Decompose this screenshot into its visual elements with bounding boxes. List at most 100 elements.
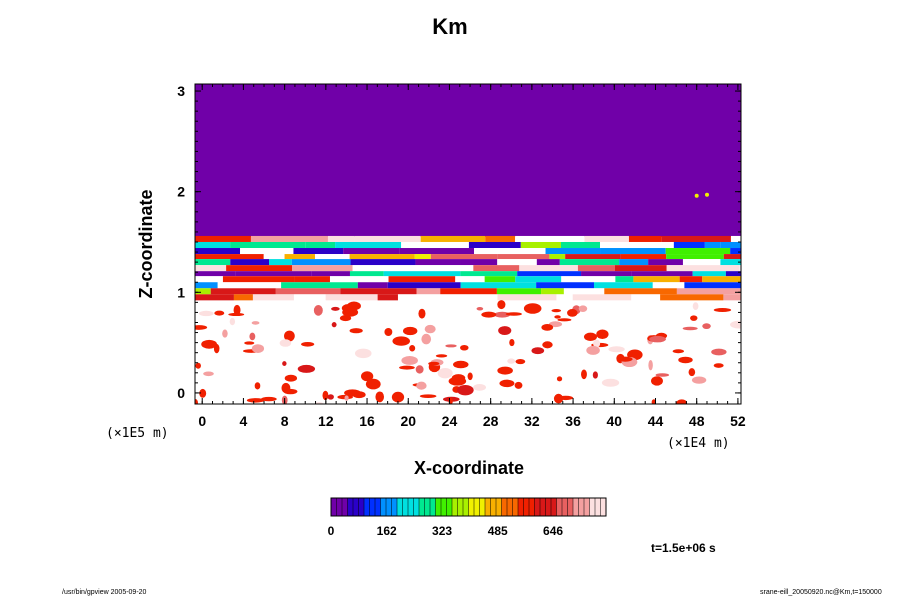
blob (556, 376, 563, 382)
blob (401, 356, 418, 365)
blob (460, 344, 469, 351)
band-segment (631, 294, 661, 301)
blob (497, 300, 506, 310)
blob (339, 315, 352, 322)
band-segment (383, 271, 461, 277)
band-segment (354, 235, 421, 242)
blob (554, 315, 561, 319)
band-segment (473, 265, 520, 272)
band-segment (497, 259, 537, 266)
colorbar-cell (446, 498, 453, 516)
colorbar-cell (463, 498, 469, 516)
blob (730, 320, 741, 329)
x-tick-label: 16 (359, 413, 375, 429)
blob (505, 312, 522, 316)
blob (399, 365, 415, 370)
blob (593, 339, 601, 348)
band-segment (195, 254, 264, 260)
blob (391, 391, 405, 403)
colorbar-cell (518, 498, 524, 516)
band-segment (315, 254, 350, 260)
footer-right: srane-eill_20050920.nc@Km,t=150000 (760, 589, 882, 596)
band-segment (349, 271, 384, 277)
band-segment (517, 271, 582, 277)
band-segment (419, 294, 453, 301)
x-tick-label: 0 (198, 413, 206, 429)
blob (713, 363, 724, 368)
blob (421, 333, 432, 345)
colorbar-cell (556, 498, 563, 516)
blob (331, 322, 337, 328)
blob (201, 339, 218, 349)
band-segment (217, 282, 282, 289)
band-segment (584, 235, 629, 242)
band-segment (730, 235, 741, 242)
colorbar-cell (562, 498, 568, 516)
band-segment (293, 294, 326, 301)
blob (246, 398, 265, 403)
band-segment (252, 294, 294, 301)
band-segment (692, 271, 726, 277)
band-segment (460, 271, 518, 277)
blob (711, 348, 727, 356)
band-segment (329, 276, 389, 283)
blob (331, 306, 340, 311)
band-segment (350, 259, 416, 266)
band-segment (195, 248, 241, 255)
band-segment (325, 294, 378, 301)
blob (713, 308, 732, 313)
blob (283, 388, 298, 395)
band-segment (615, 276, 634, 283)
blob (341, 304, 354, 313)
band-segment (210, 288, 276, 295)
colorbar-cell (523, 498, 530, 516)
band-segment (666, 254, 724, 260)
band-segment (577, 265, 615, 272)
blob (260, 396, 277, 402)
band-segment (673, 241, 705, 249)
colorbar-cell (331, 498, 337, 516)
band-segment (226, 265, 293, 272)
blob (195, 398, 198, 404)
band-segment (335, 241, 402, 249)
blob (553, 393, 564, 404)
blob (229, 317, 236, 326)
band-segment (723, 294, 741, 301)
colorbar-cell (529, 498, 535, 516)
band-segment (340, 288, 417, 295)
band-segment (679, 276, 703, 283)
blob (531, 347, 545, 355)
blob (409, 345, 416, 352)
blob (327, 394, 334, 400)
colorbar-cell (496, 498, 502, 516)
band-segment (536, 282, 594, 289)
blob (509, 338, 515, 347)
band-segment (291, 259, 351, 266)
blob (349, 328, 363, 334)
blob (551, 309, 562, 313)
band-segment (397, 294, 420, 301)
y-axis: 0 1 2 3 (177, 83, 741, 401)
y-tick-label: 2 (177, 184, 185, 200)
band-segment (600, 248, 666, 255)
band-segment (460, 282, 537, 289)
band-segment (377, 294, 398, 301)
blob (476, 307, 484, 311)
blob (608, 346, 625, 353)
colorbar-cell (353, 498, 359, 516)
x-tick-label: 36 (565, 413, 581, 429)
blob (481, 311, 497, 318)
x-axis-label: X-coordinate (413, 458, 524, 478)
colorbar-cell (534, 498, 541, 516)
colorbar: 0 162 323 485 646 (328, 497, 607, 538)
colorbar-cell (364, 498, 370, 516)
blob (456, 385, 474, 396)
blob (203, 371, 214, 377)
blob (251, 344, 265, 353)
blob (651, 376, 663, 386)
blob (691, 376, 707, 384)
blob (651, 399, 657, 404)
blob (437, 367, 453, 379)
colorbar-tick-label: 162 (377, 524, 397, 538)
blob (360, 371, 374, 382)
